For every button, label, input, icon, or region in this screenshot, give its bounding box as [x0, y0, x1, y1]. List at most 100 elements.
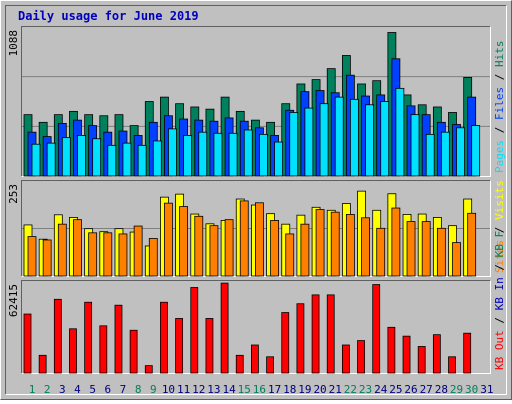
day-label-29: 29 — [450, 383, 463, 396]
bar-kbytes-day-13 — [205, 318, 214, 374]
bar-sites-day-22 — [345, 214, 355, 277]
day-label-10: 10 — [162, 383, 175, 396]
bar-sites-day-21 — [330, 211, 340, 277]
bar-kbytes-day-23 — [357, 340, 365, 374]
bar-pages-day-9 — [152, 140, 162, 177]
bar-pages-day-22 — [349, 98, 359, 177]
day-label-27: 27 — [420, 383, 433, 396]
legend-item: Pages — [493, 140, 506, 173]
bar-sites-day-9 — [148, 238, 158, 277]
bar-pages-day-17 — [274, 141, 283, 177]
bar-kbytes-day-9 — [144, 365, 153, 374]
bar-sites-day-28 — [436, 227, 446, 277]
day-label-4: 4 — [74, 383, 81, 396]
legend-item: / — [493, 264, 506, 277]
bar-sites-day-11 — [179, 206, 189, 277]
bar-kbytes-day-2 — [38, 354, 47, 374]
panel-bevel-shadow — [21, 280, 491, 374]
panel-bevel-highlight — [21, 26, 491, 177]
bar-sites-day-25 — [391, 207, 401, 277]
day-label-30: 30 — [465, 383, 478, 396]
bar-kbytes-day-12 — [190, 287, 199, 374]
panel-bevel-highlight — [21, 280, 491, 374]
bar-sites-day-23 — [361, 217, 370, 277]
legend-item: Sites — [493, 240, 506, 273]
bar-sites-day-19 — [300, 223, 310, 277]
y-max-label: 62415 — [7, 284, 20, 317]
bar-sites-day-13 — [209, 225, 219, 277]
bar-pages-day-4 — [77, 135, 86, 177]
bar-sites-day-14 — [224, 219, 234, 277]
y-max-label: 253 — [7, 184, 20, 204]
legend: Pages / Files / Hits — [493, 41, 506, 174]
chart-title: Daily usage for June 2019 — [18, 9, 199, 23]
day-label-9: 9 — [150, 383, 157, 396]
bar-kbytes-day-14 — [220, 282, 229, 374]
panel-hits-files-pages: 1088 Pages / Files / Hits — [7, 26, 506, 177]
bar-kbytes-day-8 — [129, 329, 138, 374]
bar-pages-day-7 — [122, 142, 132, 177]
bar-sites-day-1 — [27, 236, 37, 277]
bar-kbytes-day-17 — [266, 356, 274, 374]
legend-item: Files — [493, 87, 506, 127]
bar-pages-day-25 — [395, 87, 405, 177]
bar-kbytes-day-18 — [281, 312, 290, 374]
legend-item: Visits — [493, 180, 506, 226]
bar-sites-day-4 — [73, 219, 82, 277]
bar-sites-day-5 — [88, 232, 98, 277]
bar-kbytes-day-15 — [235, 354, 244, 374]
bar-sites-day-8 — [133, 225, 143, 277]
day-label-13: 13 — [207, 383, 220, 396]
day-label-5: 5 — [89, 383, 96, 396]
bar-kbytes-day-3 — [53, 298, 62, 374]
frame-inner-highlight — [5, 5, 507, 395]
bar-sites-day-6 — [103, 232, 113, 277]
bar-pages-day-5 — [92, 138, 102, 177]
day-label-8: 8 — [135, 383, 142, 396]
legend-item: / — [493, 317, 506, 330]
bar-kbytes-day-22 — [341, 344, 350, 374]
day-label-12: 12 — [192, 383, 205, 396]
bar-sites-day-26 — [406, 221, 416, 277]
bar-kbytes-day-28 — [432, 334, 441, 374]
bar-kbytes-day-24 — [372, 284, 381, 374]
legend-item: / — [493, 74, 506, 87]
panel-visits-sites: 253 Sites / Visits — [7, 180, 506, 277]
bar-kbytes-day-21 — [326, 294, 335, 374]
bar-sites-day-2 — [42, 239, 52, 277]
bar-pages-day-6 — [107, 144, 117, 177]
panel-bevel-highlight — [21, 180, 491, 277]
bar-sites-day-18 — [285, 233, 295, 277]
bar-pages-day-23 — [365, 104, 374, 177]
bar-kbytes-day-19 — [296, 303, 305, 374]
bar-pages-day-16 — [259, 133, 268, 177]
bar-pages-day-21 — [334, 96, 344, 177]
bar-kbytes-day-25 — [387, 326, 396, 374]
day-label-16: 16 — [253, 383, 266, 396]
day-label-21: 21 — [329, 383, 342, 396]
bar-sites-day-20 — [315, 209, 325, 277]
bar-sites-day-17 — [270, 220, 279, 277]
bar-sites-day-27 — [421, 221, 431, 277]
bar-kbytes-day-1 — [23, 313, 32, 374]
bar-pages-day-29 — [456, 127, 465, 177]
bar-sites-day-10 — [164, 202, 173, 277]
bar-pages-day-28 — [440, 131, 450, 177]
day-label-15: 15 — [238, 383, 251, 396]
bar-kbytes-day-30 — [463, 332, 472, 374]
bar-kbytes-day-4 — [69, 328, 77, 374]
day-label-14: 14 — [222, 383, 236, 396]
day-label-19: 19 — [298, 383, 311, 396]
y-max-label: 1088 — [7, 30, 20, 57]
day-label-22: 22 — [344, 383, 357, 396]
bar-pages-day-13 — [213, 132, 223, 177]
bar-sites-day-3 — [57, 223, 67, 277]
bar-sites-day-30 — [467, 212, 477, 277]
legend-item: / — [493, 227, 506, 240]
bar-pages-day-3 — [61, 137, 71, 177]
bar-kbytes-day-10 — [160, 301, 168, 374]
day-label-31: 31 — [480, 383, 493, 396]
bar-kbytes-day-6 — [99, 325, 108, 374]
